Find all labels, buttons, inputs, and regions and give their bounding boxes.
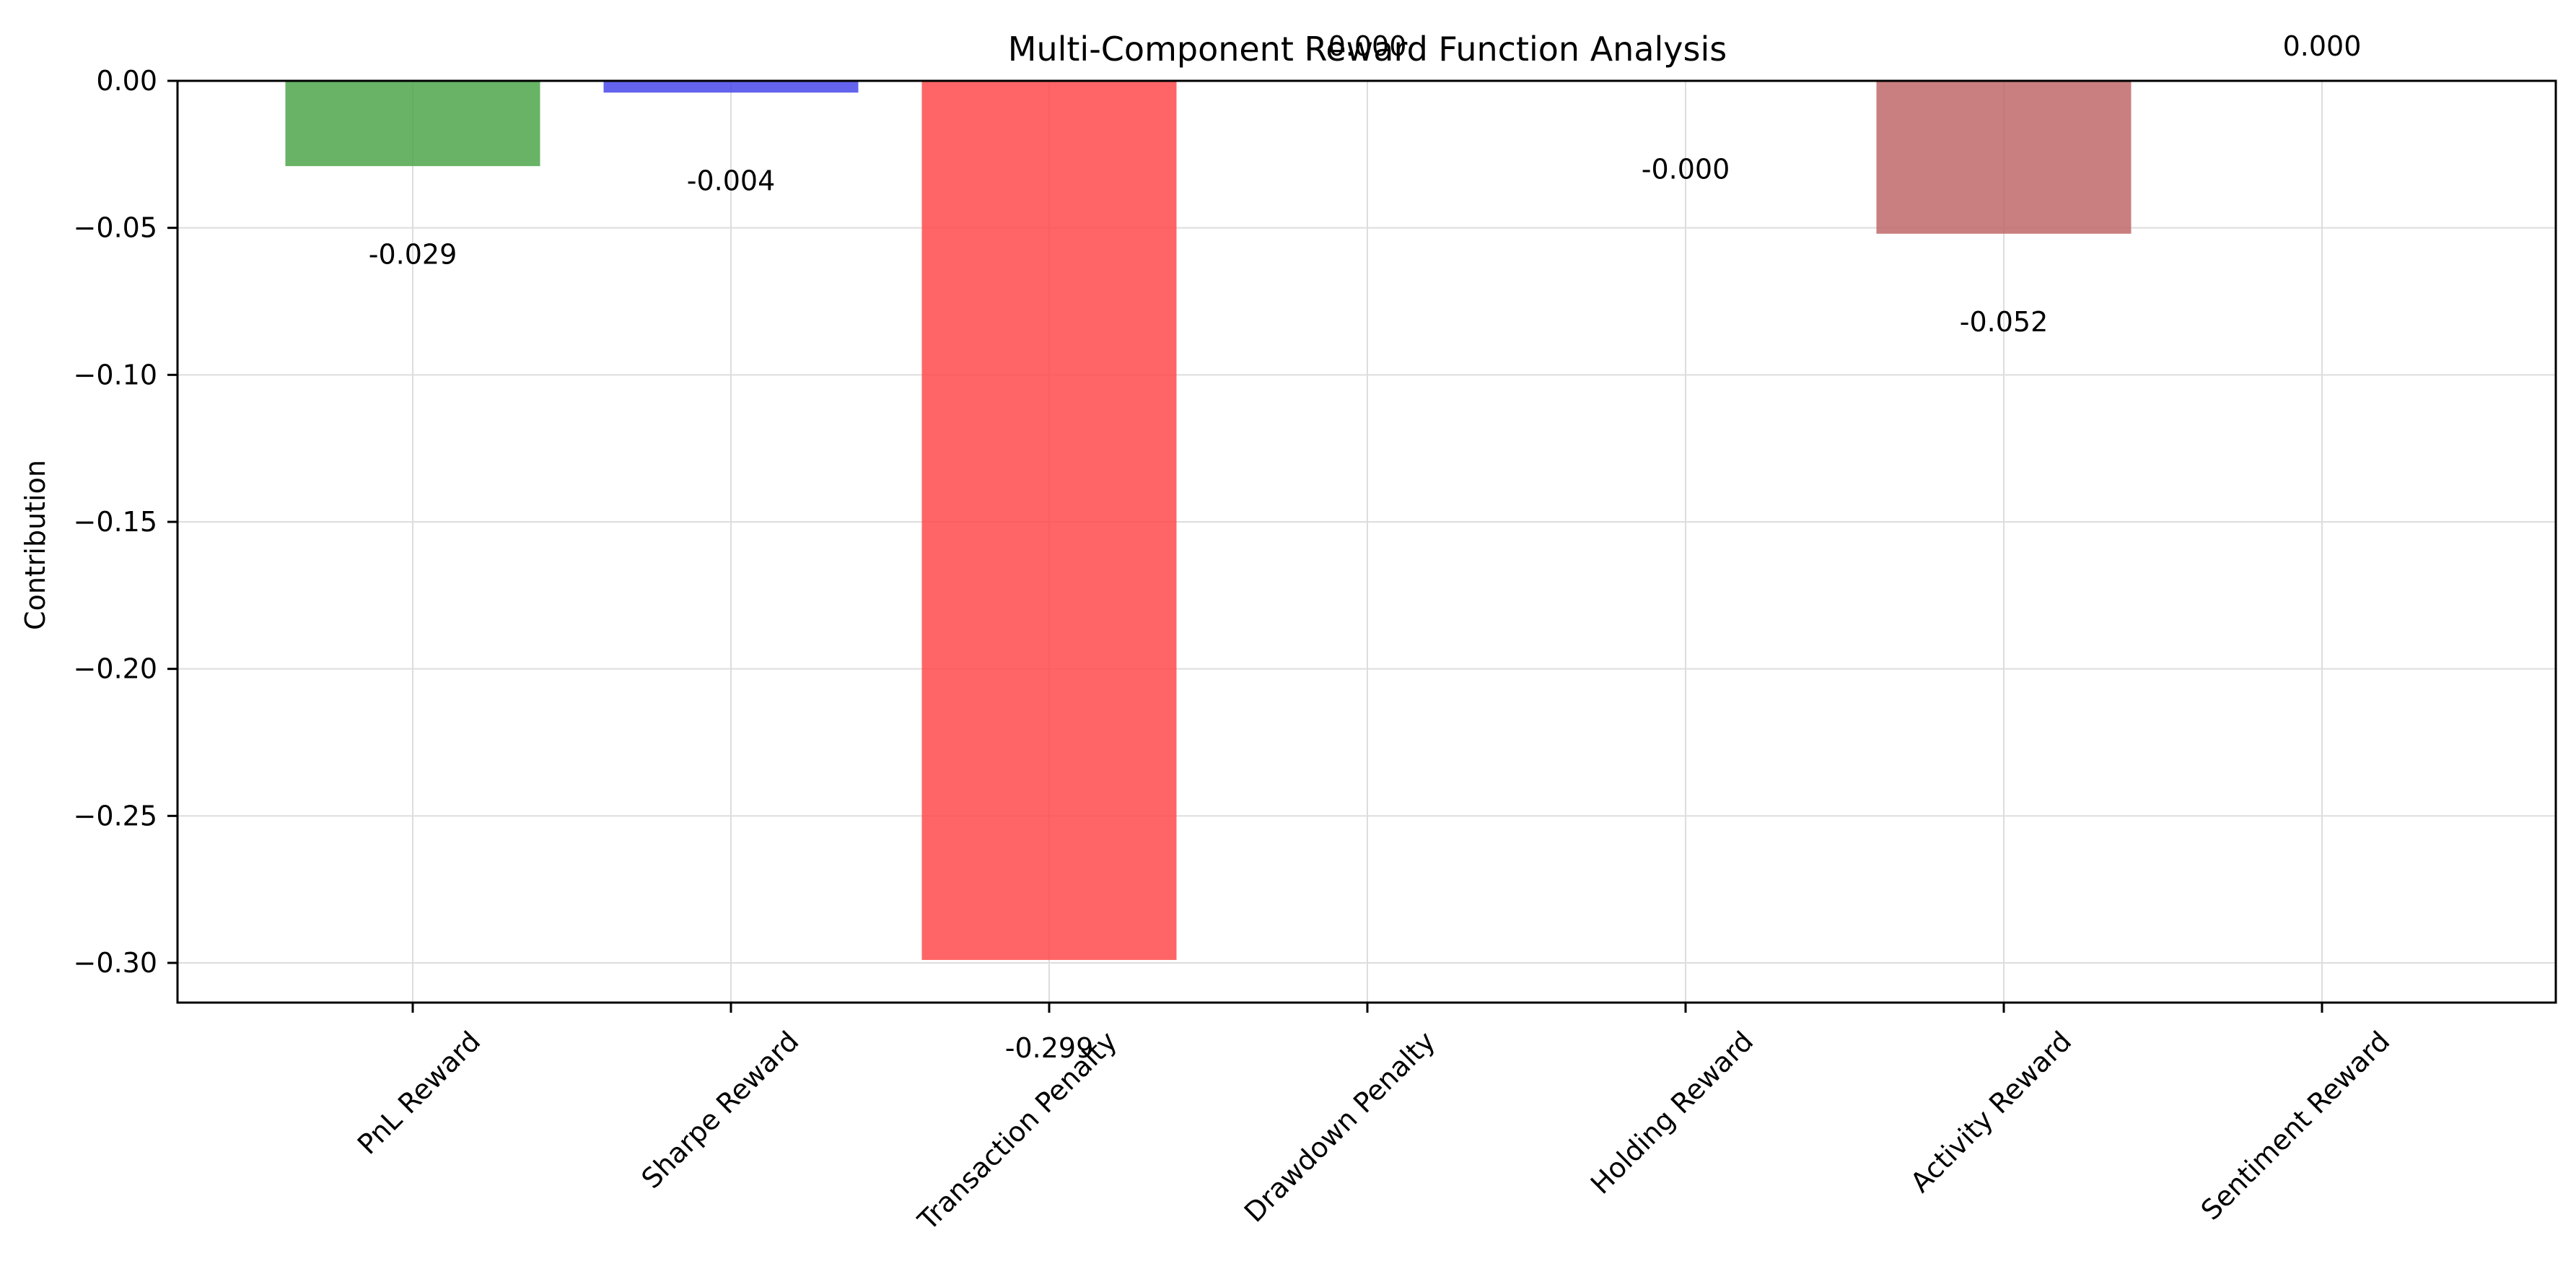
chart-title: Multi-Component Reward Function Analysis — [1008, 30, 1727, 69]
y-tick-label: −0.10 — [74, 359, 157, 391]
bar-value-label: -0.299 — [1005, 1032, 1094, 1064]
y-tick-label: −0.25 — [74, 800, 157, 832]
bar — [921, 81, 1177, 960]
y-tick-label: 0.00 — [96, 65, 157, 97]
bar — [603, 81, 859, 93]
y-axis-label: Contribution — [19, 460, 51, 630]
bar-value-label: -0.052 — [1960, 306, 2049, 338]
plot-frame — [176, 79, 2557, 1004]
bars-layer — [285, 81, 2132, 960]
y-ticks-layer: 0.00 −0.05 −0.10 −0.15 −0.20 −0.25 −0.30 — [74, 65, 178, 979]
y-tick-label: −0.05 — [74, 212, 157, 244]
bar-value-label: -0.004 — [687, 165, 776, 196]
y-tick-label: −0.15 — [74, 506, 157, 538]
bar — [1876, 81, 2132, 234]
y-tick-label: −0.30 — [74, 947, 157, 979]
bar — [285, 81, 540, 167]
bar-value-label: -0.029 — [369, 238, 457, 270]
bar-value-label: 0.000 — [1328, 30, 1407, 62]
y-tick-label: −0.20 — [74, 653, 157, 685]
data-labels-layer: -0.029 -0.004 -0.299 0.000 -0.000 -0.052 0.000 — [369, 30, 2362, 1064]
bar-value-label: -0.000 — [1642, 154, 1730, 186]
bar-value-label: 0.000 — [2283, 30, 2362, 62]
